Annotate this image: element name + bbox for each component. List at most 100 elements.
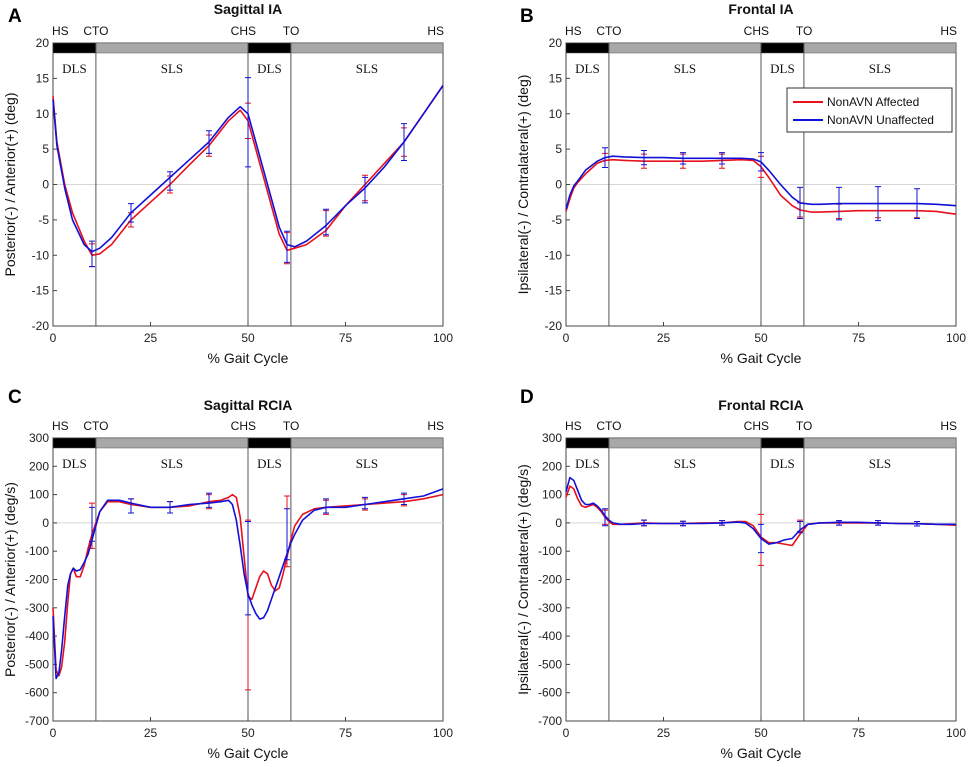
panel-a-phase-band-1 [95, 42, 249, 54]
panel-b-legend-label-0: NonAVN Affected [827, 95, 919, 109]
panel-a-ylabel: Posterior(-) / Anterior(+) (deg) [2, 93, 18, 277]
panel-a-phase-label-3: SLS [356, 61, 378, 76]
panel-d-phase-label-3: SLS [869, 456, 891, 471]
panel-b-ylabel: Ipsilateral(-) / Contralateral(+) (deg) [515, 75, 531, 295]
panel-b-event-label-0: HS [565, 24, 582, 38]
panel-d-xtick-label-1: 25 [657, 726, 671, 740]
panel-b-affected-line [565, 158, 957, 215]
panel-c-phase-band-1 [95, 437, 249, 449]
panel-d-unaffected-errorbar-7 [875, 520, 881, 526]
panel-b-title: Frontal IA [728, 1, 793, 17]
panel-b-unaffected-errorbar-1 [641, 150, 647, 166]
panel-d-phase-band-1 [608, 437, 762, 449]
panel-a-letter: A [8, 6, 22, 27]
panel-a-phase-band-0 [52, 42, 97, 54]
panel-a-phase-label-1: SLS [161, 61, 183, 76]
panel-c-xtick-label-1: 25 [144, 726, 158, 740]
panel-c-unaffected-errorbar-3 [206, 492, 212, 508]
panel-b-legend-box [786, 87, 953, 133]
panel-d-phase-label-1: SLS [674, 456, 696, 471]
panel-d-title: Frontal RCIA [718, 397, 804, 413]
panel-b-xlabel: % Gait Cycle [721, 350, 802, 366]
panel-d-xlabel: % Gait Cycle [721, 745, 802, 761]
panel-c-xtick-label-4: 100 [433, 726, 453, 740]
panel-b-unaffected-errorbar-2 [680, 152, 686, 165]
panel-d-xtick-label-3: 75 [852, 726, 866, 740]
panel-d-ytick-label-0: -700 [538, 714, 562, 728]
panel-d-phase-band-0 [565, 437, 610, 449]
panel-b-ytick-label-4: 0 [555, 178, 562, 192]
panel-c-phase-label-0: DLS [62, 456, 87, 471]
panel-b-event-label-4: HS [940, 24, 957, 38]
panel-c-xlabel: % Gait Cycle [208, 745, 289, 761]
panel-a-event-label-2: CHS [231, 24, 256, 38]
panel-c-ytick-label-8: 100 [29, 488, 49, 502]
panel-d-phase-band-2 [760, 437, 805, 449]
panel-a-title: Sagittal IA [214, 1, 282, 17]
panel-a-unaffected-errorbar-2 [167, 171, 173, 191]
panel-a-ytick-label-7: 15 [36, 71, 50, 85]
panel-b-ytick-label-0: -20 [545, 319, 563, 333]
panel-a-ytick-label-1: -15 [32, 284, 50, 298]
panel-c-ytick-label-4: -300 [25, 601, 49, 615]
panel-c-event-label-1: CTO [83, 419, 108, 433]
panel-d-phase-band-3 [803, 437, 957, 449]
panel-b-ytick-label-5: 5 [555, 142, 562, 156]
panel-d-ytick-label-7: 0 [555, 516, 562, 530]
panel-b-ytick-label-8: 20 [549, 36, 563, 50]
panel-d-letter: D [520, 387, 534, 408]
panel-d-ytick-label-10: 300 [542, 431, 562, 445]
panel-d-event-label-3: TO [796, 419, 812, 433]
panel-a-ytick-label-5: 5 [42, 142, 49, 156]
panel-d-unaffected-errorbar-0 [602, 508, 608, 527]
panel-b-phase-label-0: DLS [575, 61, 600, 76]
panel-d-phase-label-0: DLS [575, 456, 600, 471]
panel-b-unaffected-errorbar-7 [875, 186, 881, 222]
panel-c-unaffected-errorbar-6 [323, 498, 329, 514]
panel-a-ytick-label-4: 0 [42, 178, 49, 192]
panel-d-xtick-label-2: 50 [754, 726, 768, 740]
panel-b-event-label-2: CHS [744, 24, 769, 38]
panel-b-event-label-1: CTO [596, 24, 621, 38]
panel-a-xtick-label-1: 25 [144, 331, 158, 345]
panel-c-phase-label-3: SLS [356, 456, 378, 471]
panel-b-ytick-label-6: 10 [549, 107, 563, 121]
panel-c-ytick-label-1: -600 [25, 686, 49, 700]
panel-a-event-label-1: CTO [83, 24, 108, 38]
panel-c-affected-line [52, 493, 444, 677]
panel-c-xtick-label-2: 50 [241, 726, 255, 740]
panel-c-ylabel: Posterior(-) / Anterior(+) (deg/s) [2, 482, 18, 677]
panel-a-event-label-0: HS [52, 24, 69, 38]
panel-c-xtick-label-0: 0 [50, 726, 57, 740]
panel-c-ytick-label-10: 300 [29, 431, 49, 445]
panel-b-unaffected-errorbar-0 [602, 147, 608, 169]
panel-d-ytick-label-5: -200 [538, 573, 562, 587]
panel-a-xtick-label-3: 75 [339, 331, 353, 345]
panel-b-xtick-label-2: 50 [754, 331, 768, 345]
panel-c-event-label-0: HS [52, 419, 69, 433]
panel-a-phase-band-2 [247, 42, 292, 54]
panel-c-unaffected-errorbar-0 [89, 506, 95, 542]
panel-b-letter: B [520, 6, 534, 27]
panel-c-xtick-label-3: 75 [339, 726, 353, 740]
panel-b-phase-band-2 [760, 42, 805, 54]
panel-d-unaffected-errorbar-4 [758, 523, 764, 554]
panel-b-unaffected-line [565, 155, 957, 210]
panel-a-unaffected-errorbar-3 [206, 130, 212, 154]
panel-d-ytick-label-6: -100 [538, 544, 562, 558]
panel-d-unaffected-errorbar-1 [641, 519, 647, 527]
panel-c-phase-label-2: DLS [257, 456, 282, 471]
panel-a-ytick-label-0: -20 [32, 319, 50, 333]
panel-b-unaffected-errorbar-8 [914, 188, 920, 219]
panel-a-event-label-3: TO [283, 24, 299, 38]
panel-c-event-label-4: HS [427, 419, 444, 433]
panel-d-event-label-0: HS [565, 419, 582, 433]
panel-b-xtick-label-4: 100 [946, 331, 966, 345]
panel-b-phase-label-1: SLS [674, 61, 696, 76]
panel-d-unaffected-errorbar-6 [836, 520, 842, 526]
panel-a-ytick-label-2: -10 [32, 248, 50, 262]
panel-a-ytick-label-6: 10 [36, 107, 50, 121]
panel-b-unaffected-errorbar-4 [758, 152, 764, 172]
panel-c-event-label-2: CHS [231, 419, 256, 433]
panel-b-ytick-label-1: -15 [545, 284, 563, 298]
